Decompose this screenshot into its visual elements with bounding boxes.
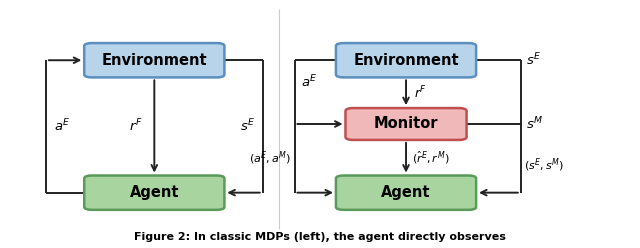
- FancyBboxPatch shape: [84, 176, 225, 210]
- Text: Figure 2: In classic MDPs (left), the agent directly observes: Figure 2: In classic MDPs (left), the ag…: [134, 232, 506, 242]
- Text: $s^E$: $s^E$: [240, 118, 255, 135]
- Text: $(\hat{r}^E, r^M)$: $(\hat{r}^E, r^M)$: [412, 150, 450, 166]
- Text: $r^F$: $r^F$: [413, 84, 427, 101]
- Text: Agent: Agent: [381, 185, 431, 200]
- Text: $s^M$: $s^M$: [526, 116, 543, 132]
- FancyBboxPatch shape: [336, 43, 476, 77]
- Text: $a^E$: $a^E$: [301, 74, 317, 91]
- Text: $s^E$: $s^E$: [526, 52, 541, 68]
- FancyBboxPatch shape: [84, 43, 225, 77]
- FancyBboxPatch shape: [336, 176, 476, 210]
- Text: Monitor: Monitor: [374, 117, 438, 131]
- Text: $(a^E, a^M)$: $(a^E, a^M)$: [249, 150, 291, 167]
- FancyBboxPatch shape: [346, 108, 467, 140]
- Text: Agent: Agent: [129, 185, 179, 200]
- Text: $a^E$: $a^E$: [54, 118, 70, 135]
- Text: Environment: Environment: [353, 53, 459, 68]
- Text: $(s^E, s^M)$: $(s^E, s^M)$: [524, 157, 564, 175]
- Text: $r^F$: $r^F$: [129, 118, 143, 135]
- Text: Environment: Environment: [102, 53, 207, 68]
